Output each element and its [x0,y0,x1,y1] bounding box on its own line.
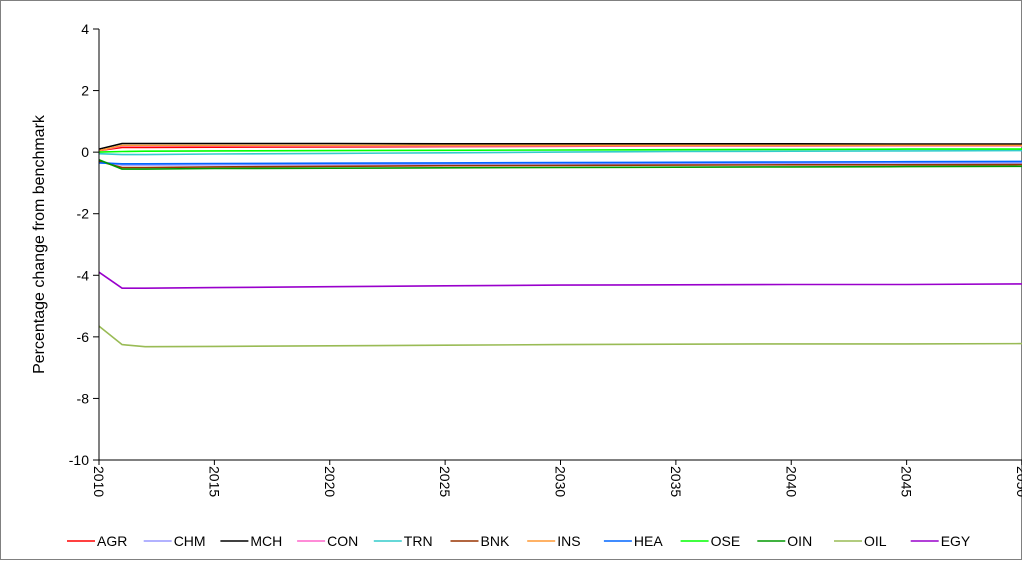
legend-label-agr: AGR [97,533,127,549]
x-tick-label: 2045 [899,466,915,497]
legend-label-bnk: BNK [481,533,510,549]
x-tick-label: 2030 [553,466,569,497]
series-line-oin [98,159,1022,170]
legend-label-ose: OSE [711,533,741,549]
legend-label-trn: TRN [404,533,433,549]
y-tick-label: 2 [81,83,89,99]
y-tick-label: -2 [77,206,90,222]
x-tick-label: 2050 [1014,466,1022,497]
legend-label-oin: OIN [787,533,812,549]
series-line-ose [98,148,1022,153]
legend-label-oil: OIL [864,533,887,549]
y-tick-label: -4 [77,267,90,283]
series-line-oil [98,325,1022,348]
legend-label-egy: EGY [941,533,971,549]
series-line-trn [98,149,1022,156]
series-line-egy [98,271,1022,290]
x-tick-label: 2035 [668,466,684,497]
series-line-chm [98,160,1022,166]
y-axis-title: Percentage change from benchmark [31,114,48,374]
series-line-ins [98,144,1022,152]
legend-label-mch: MCH [250,533,282,549]
y-tick-label: 0 [81,144,89,160]
x-tick-label: 2015 [206,466,222,497]
x-tick-label: 2040 [783,466,799,497]
y-tick-label: 4 [81,21,89,37]
series-layer [98,142,1022,348]
y-tick-label: -10 [69,452,89,468]
series-line-mch [98,142,1022,150]
legend-label-chm: CHM [174,533,206,549]
series-line-hea [98,160,1022,165]
x-tick-label: 2025 [437,466,453,497]
y-tick-label: -6 [77,329,90,345]
y-axis-title-group: Percentage change from benchmark [31,114,48,374]
legend-label-hea: HEA [634,533,663,549]
legend: AGR CHM MCH CON TRN BNK INS HEA OSE OIN OIL EGY [67,533,971,549]
x-tick-label: 2020 [322,466,338,497]
legend-label-ins: INS [557,533,580,549]
series-line-bnk [98,160,1022,169]
y-tick-label: -8 [77,390,90,406]
legend-label-con: CON [327,533,358,549]
x-tick-label: 2010 [91,466,107,497]
